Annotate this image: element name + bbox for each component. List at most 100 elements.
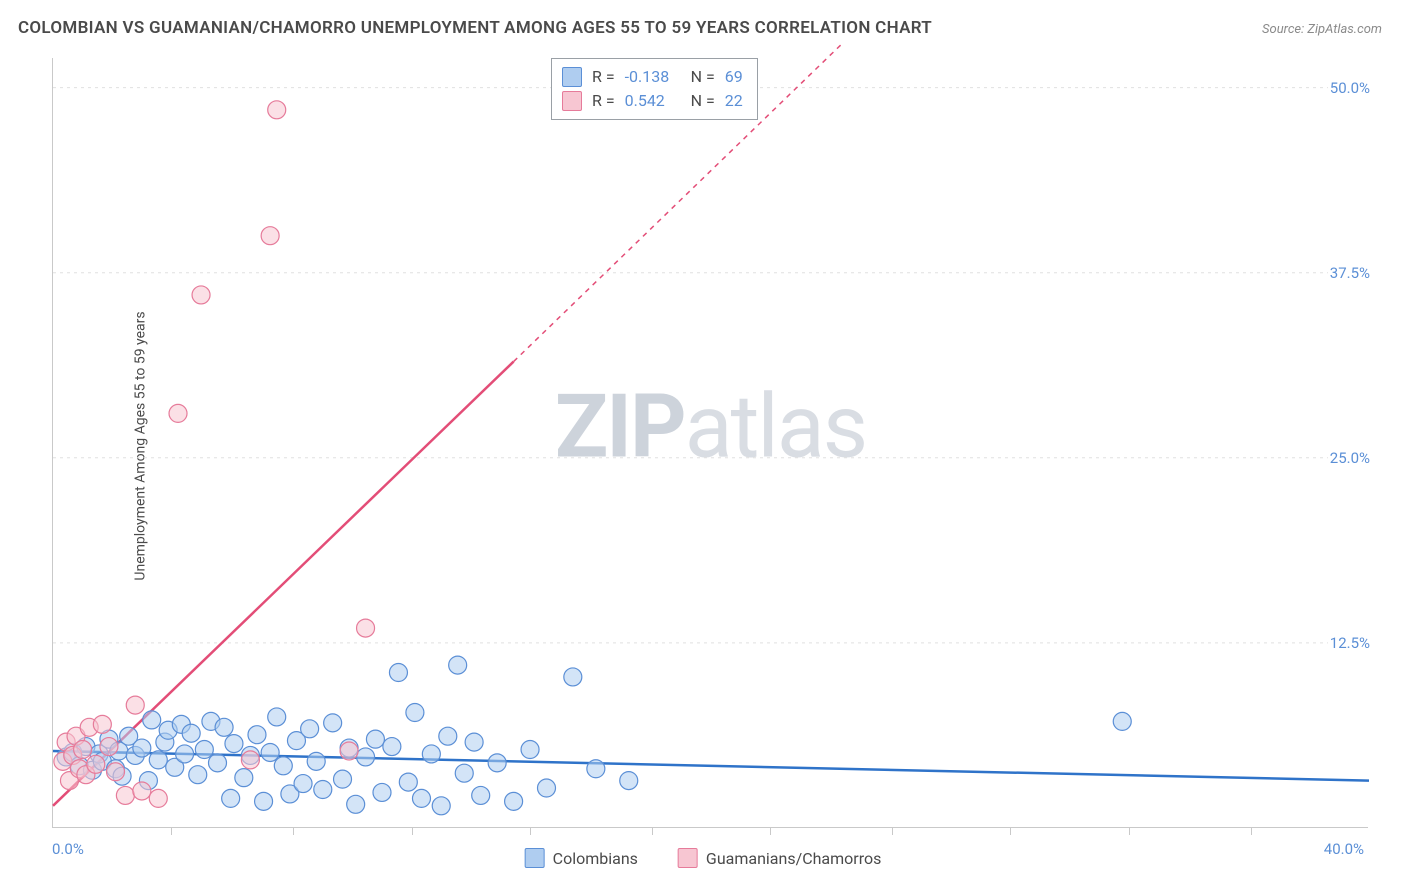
data-point — [366, 730, 384, 748]
data-point — [620, 772, 638, 790]
data-point — [324, 714, 342, 732]
data-point — [472, 786, 490, 804]
data-point — [268, 101, 286, 119]
chart-title: COLOMBIAN VS GUAMANIAN/CHAMORRO UNEMPLOY… — [18, 18, 932, 38]
data-point — [74, 741, 92, 759]
data-point — [182, 724, 200, 742]
plot-area: ZIPatlas R =-0.138N =69R =0.542N =22 12.… — [52, 58, 1368, 828]
data-point — [107, 763, 125, 781]
data-point — [209, 754, 227, 772]
data-point — [439, 727, 457, 745]
data-point — [241, 751, 259, 769]
data-point — [255, 792, 273, 810]
legend: Colombians Guamanians/Chamorros — [525, 848, 882, 868]
data-point — [192, 286, 210, 304]
stats-row: R = 0.542 N = 22 — [562, 89, 743, 113]
data-point — [143, 711, 161, 729]
source-attribution: Source: ZipAtlas.com — [1262, 22, 1382, 37]
data-point — [373, 783, 391, 801]
data-point — [406, 704, 424, 722]
data-point — [334, 770, 352, 788]
x-tick — [1129, 827, 1130, 835]
data-point — [225, 735, 243, 753]
data-point — [1113, 712, 1131, 730]
legend-item: Colombians — [525, 848, 638, 868]
data-point — [314, 781, 332, 799]
legend-label: Colombians — [553, 849, 638, 868]
data-point — [301, 720, 319, 738]
data-point — [465, 733, 483, 751]
data-point — [189, 766, 207, 784]
data-point — [383, 738, 401, 756]
x-tick — [652, 827, 653, 835]
data-point — [133, 782, 151, 800]
data-point — [399, 773, 417, 791]
data-point — [248, 726, 266, 744]
data-point — [222, 789, 240, 807]
data-point — [307, 752, 325, 770]
stats-swatch — [562, 91, 582, 111]
data-point — [587, 760, 605, 778]
data-point — [100, 738, 118, 756]
y-tick-label: 50.0% — [1328, 79, 1372, 97]
data-point — [133, 739, 151, 757]
x-tick — [1251, 827, 1252, 835]
data-point — [294, 775, 312, 793]
x-axis-max-label: 40.0% — [1324, 840, 1364, 858]
data-point — [347, 795, 365, 813]
data-point — [389, 664, 407, 682]
stats-r-label: R = — [592, 89, 615, 113]
data-point — [149, 789, 167, 807]
chart-svg — [53, 58, 1368, 827]
data-point — [564, 668, 582, 686]
data-point — [261, 743, 279, 761]
y-tick-label: 12.5% — [1328, 634, 1372, 652]
x-axis-min-label: 0.0% — [52, 840, 84, 858]
data-point — [195, 741, 213, 759]
legend-label: Guamanians/Chamorros — [706, 849, 881, 868]
data-point — [169, 404, 187, 422]
data-point — [422, 745, 440, 763]
data-point — [412, 789, 430, 807]
x-tick — [770, 827, 771, 835]
x-tick — [171, 827, 172, 835]
data-point — [505, 792, 523, 810]
data-point — [235, 769, 253, 787]
data-point — [340, 742, 358, 760]
stats-box: R =-0.138N =69R =0.542N =22 — [551, 58, 758, 120]
data-point — [449, 656, 467, 674]
data-point — [274, 757, 292, 775]
stats-swatch — [562, 67, 582, 87]
data-point — [268, 708, 286, 726]
data-point — [432, 797, 450, 815]
data-point — [357, 748, 375, 766]
data-point — [215, 718, 233, 736]
x-tick — [1010, 827, 1011, 835]
x-tick — [412, 827, 413, 835]
data-point — [116, 786, 134, 804]
data-point — [488, 754, 506, 772]
legend-item: Guamanians/Chamorros — [678, 848, 881, 868]
x-tick — [530, 827, 531, 835]
stats-r-label: R = — [592, 65, 615, 89]
data-point — [521, 741, 539, 759]
data-point — [87, 755, 105, 773]
stats-row: R =-0.138N =69 — [562, 65, 743, 89]
stats-n-label: N = — [691, 89, 715, 113]
data-point — [357, 619, 375, 637]
stats-n-value: 22 — [725, 89, 743, 113]
x-tick — [892, 827, 893, 835]
x-tick — [293, 827, 294, 835]
stats-n-label: N = — [691, 65, 715, 89]
data-point — [176, 745, 194, 763]
stats-r-value: 0.542 — [625, 89, 681, 113]
data-point — [455, 764, 473, 782]
data-point — [93, 715, 111, 733]
data-point — [538, 779, 556, 797]
legend-swatch — [678, 848, 698, 868]
y-tick-label: 37.5% — [1328, 264, 1372, 282]
stats-n-value: 69 — [725, 65, 743, 89]
data-point — [126, 696, 144, 714]
data-point — [261, 227, 279, 245]
legend-swatch — [525, 848, 545, 868]
